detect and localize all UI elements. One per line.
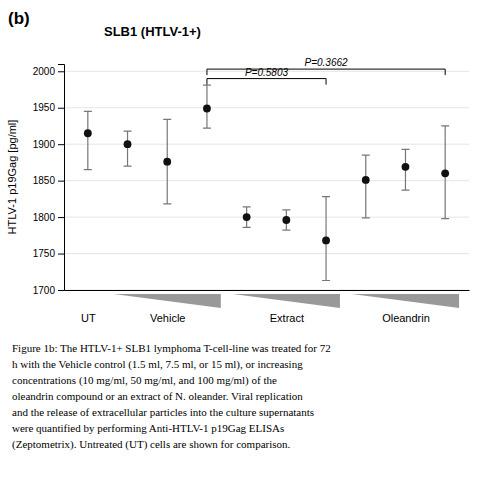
y-tick-mark — [58, 217, 64, 218]
error-bar — [362, 155, 370, 218]
chart: 1700 1750 1800 1850 1900 1950 2000 UT Vehicle Ext… — [0, 0, 487, 479]
y-tick-mark — [58, 144, 64, 145]
x-axis: UT Vehicle Extract Oleandrin — [65, 291, 470, 324]
grid-line — [64, 290, 469, 291]
y-axis: 1700 1750 1800 1850 1900 1950 2000 — [33, 65, 65, 296]
brackets: P=0.5803 P=0.3662 — [207, 57, 445, 84]
significance-label: P=0.5803 — [245, 67, 289, 78]
grid-line — [64, 107, 469, 108]
y-tick: 1850 — [33, 175, 64, 186]
error-bar — [401, 149, 409, 190]
point — [203, 105, 211, 113]
y-tick: 1700 — [33, 285, 64, 296]
concentration-triangle — [114, 294, 221, 308]
grid-line — [64, 180, 469, 181]
grid — [64, 71, 469, 290]
point — [322, 237, 330, 245]
y-axis-line — [58, 65, 65, 291]
grid-line — [64, 253, 469, 254]
error-bar — [84, 111, 92, 169]
y-tick-label: 1750 — [33, 248, 56, 259]
error-bar — [124, 131, 132, 166]
error-bar — [203, 85, 211, 128]
y-tick-label: 1850 — [33, 175, 56, 186]
x-tick-label: Extract — [270, 312, 304, 324]
caption: Figure 1b: The HTLV-1+ SLB1 lymphoma T-c… — [12, 342, 331, 451]
y-tick-label: 1950 — [33, 102, 56, 113]
point — [84, 129, 92, 137]
x-tick: Vehicle — [150, 312, 185, 324]
y-tick: 2000 — [33, 66, 64, 77]
y-tick: 1800 — [33, 212, 64, 223]
x-tick-label: Vehicle — [150, 312, 185, 324]
y-tick-label: 1800 — [33, 212, 56, 223]
y-tick: 1950 — [33, 102, 64, 113]
y-tick-mark — [58, 290, 64, 291]
plot-area — [84, 85, 449, 280]
y-tick-mark — [58, 108, 64, 109]
point — [163, 158, 171, 166]
y-tick: 1750 — [33, 248, 64, 259]
point — [243, 213, 251, 221]
error-bar — [441, 126, 449, 219]
grid-line — [64, 217, 469, 218]
point — [282, 216, 290, 224]
concentration-triangles — [114, 294, 459, 308]
point — [362, 176, 370, 184]
panel-label: (b) — [8, 9, 30, 28]
error-bar — [163, 119, 171, 204]
error-bar — [322, 197, 330, 281]
point — [441, 169, 449, 177]
y-tick-label: 1900 — [33, 139, 56, 150]
significance-bracket — [207, 69, 445, 75]
x-tick: Oleandrin — [382, 312, 430, 324]
error-bar — [282, 210, 290, 230]
y-tick: 1900 — [33, 139, 64, 150]
x-tick-label: UT — [81, 312, 96, 324]
x-tick: Extract — [270, 312, 304, 324]
x-tick: UT — [81, 312, 96, 324]
y-tick-mark — [58, 181, 64, 182]
point — [402, 163, 410, 171]
y-tick-label: 1700 — [33, 285, 56, 296]
x-axis-line — [65, 290, 470, 291]
title: SLB1 (HTLV-1+) — [104, 24, 201, 39]
y-axis-title: HTLV-1 p19Gag [pg/ml] — [6, 120, 18, 235]
error-bars — [84, 85, 449, 280]
concentration-triangle — [352, 294, 459, 308]
point — [124, 140, 132, 148]
error-bar — [243, 207, 251, 227]
y-tick-mark — [58, 71, 64, 72]
concentration-triangle — [233, 294, 340, 308]
significance-bracket — [207, 79, 326, 85]
points — [84, 105, 449, 245]
significance-label: P=0.3662 — [305, 57, 349, 68]
y-tick-mark — [58, 254, 64, 255]
y-tick-label: 2000 — [33, 66, 56, 77]
x-tick-label: Oleandrin — [382, 312, 430, 324]
